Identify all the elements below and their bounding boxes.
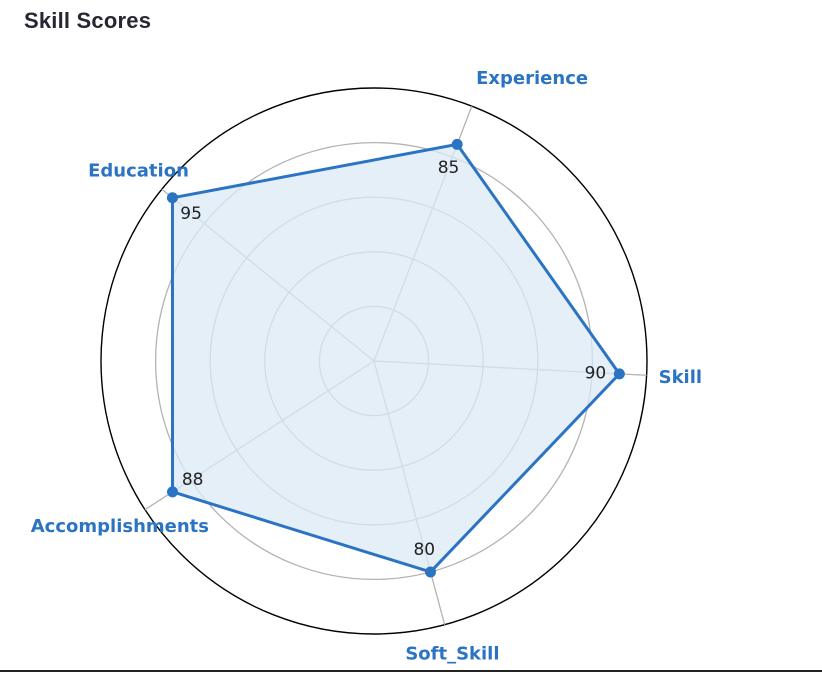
- series-area: [172, 144, 620, 572]
- data-point-skill: [613, 368, 625, 380]
- data-point-experience: [451, 138, 463, 150]
- value-label-skill: 90: [585, 364, 607, 384]
- value-label-accomplishments: 88: [182, 470, 204, 490]
- value-label-soft-skill: 80: [413, 540, 435, 560]
- data-point-education: [166, 192, 178, 204]
- axis-label-education: Education: [88, 160, 189, 181]
- value-label-education: 95: [180, 204, 202, 224]
- outer-ring: [100, 87, 648, 635]
- data-layer: [166, 138, 625, 578]
- label-layer: 90 85 95 88 80 Skill Experience Education Accomp…: [31, 68, 702, 665]
- data-point-soft-skill: [425, 566, 437, 578]
- axis-label-skill: Skill: [659, 367, 702, 388]
- value-label-experience: 85: [438, 158, 460, 178]
- page-title: Skill Scores: [24, 8, 152, 33]
- axis-label-experience: Experience: [476, 68, 588, 89]
- axis-label-accomplishments: Accomplishments: [31, 516, 209, 537]
- bottom-divider: [0, 670, 822, 672]
- series-line: [170, 142, 621, 574]
- axis-label-soft-skill: Soft_Skill: [405, 644, 499, 665]
- data-point-accomplishments: [167, 486, 179, 498]
